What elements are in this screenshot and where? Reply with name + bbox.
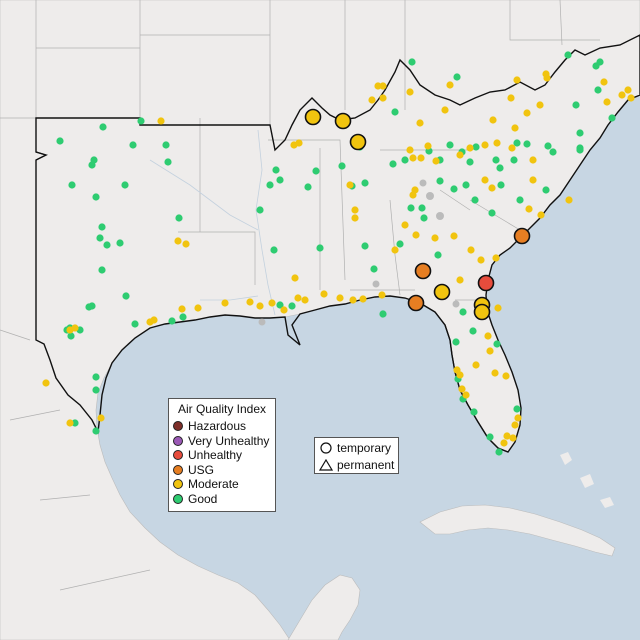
very-unhealthy-swatch: [173, 435, 183, 446]
legend-label: Unhealthy: [188, 448, 243, 463]
nodata-monitors: [258, 179, 460, 326]
triangle-icon: [319, 458, 333, 471]
hazardous-swatch: [173, 421, 183, 432]
permanent-label: permanent: [337, 457, 395, 472]
moderate-monitors: [42, 70, 635, 447]
land-cuba: [419, 504, 616, 557]
large-unhealthy-monitors: [477, 274, 495, 292]
rivers: [149, 129, 276, 316]
aqi-legend: Air Quality Index Hazardous Very Unhealt…: [168, 398, 276, 512]
legend-item-permanent: permanent: [315, 457, 398, 472]
unhealthy-swatch: [173, 450, 183, 461]
large-moderate-monitors: [304, 108, 491, 321]
monitor-type-legend: temporary permanent: [314, 437, 399, 474]
legend-item-unhealthy: Unhealthy: [169, 448, 275, 463]
state-borders: [0, 0, 600, 591]
usg-swatch: [173, 464, 183, 475]
legend-label: Good: [188, 491, 218, 506]
legend-item-usg: USG: [169, 463, 275, 478]
large-usg-monitors: [407, 227, 531, 312]
legend-item-temporary: temporary: [315, 440, 398, 455]
land-yucatan: [287, 574, 361, 640]
state-border-ok: [35, 151, 48, 161]
legend-label: Moderate: [188, 477, 239, 492]
legend-item-hazardous: Hazardous: [169, 419, 275, 434]
legend-title: Air Quality Index: [177, 402, 267, 416]
legend-item-moderate: Moderate: [169, 477, 275, 492]
legend-label: Hazardous: [188, 419, 247, 434]
circle-icon: [320, 441, 332, 454]
legend-item-very-unhealthy: Very Unhealthy: [169, 434, 275, 449]
temporary-label: temporary: [337, 440, 392, 455]
moderate-swatch: [173, 479, 183, 490]
legend-label: Very Unhealthy: [188, 433, 270, 448]
good-swatch: [173, 493, 183, 504]
legend-label: USG: [188, 462, 215, 477]
legend-item-good: Good: [169, 492, 275, 507]
land-bahamas: [560, 452, 614, 508]
region-boundary: [35, 34, 640, 453]
